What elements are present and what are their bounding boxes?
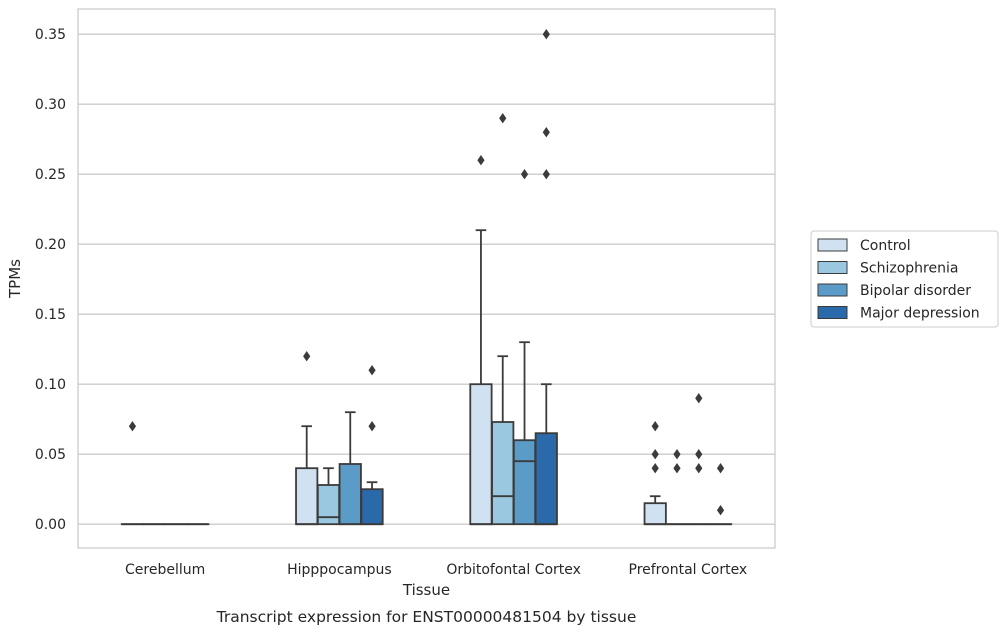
box xyxy=(338,463,362,526)
box-group xyxy=(120,421,145,526)
x-tick-label: Cerebellum xyxy=(125,562,205,578)
box-group xyxy=(512,169,537,526)
y-tick-label: 0.25 xyxy=(35,167,66,183)
y-tick-label: 0.15 xyxy=(35,307,66,323)
legend-label: Major depression xyxy=(860,306,980,322)
legend-swatch xyxy=(817,283,848,297)
box xyxy=(316,484,341,526)
outlier-point xyxy=(520,169,529,180)
plot-frame xyxy=(77,8,776,549)
x-tick-label: Hipppocampus xyxy=(287,562,392,578)
x-tick-label: Prefrontal Cortex xyxy=(629,562,748,578)
box xyxy=(360,488,384,526)
y-tick-label: 0.05 xyxy=(35,447,66,463)
legend-swatch xyxy=(817,238,848,252)
y-tick-label: 0.30 xyxy=(35,97,66,113)
box xyxy=(512,439,537,526)
box-group xyxy=(469,155,493,526)
box-group xyxy=(534,29,558,526)
outlier-point xyxy=(542,169,550,180)
outlier-point xyxy=(542,29,550,40)
box-group xyxy=(643,421,667,526)
box xyxy=(469,383,493,526)
outlier-point xyxy=(368,421,376,432)
outlier-point xyxy=(651,449,659,460)
outlier-point xyxy=(716,505,725,516)
outlier-point xyxy=(673,463,681,474)
chart-caption: Transcript expression for ENST0000048150… xyxy=(216,608,637,626)
y-tick-label: 0.35 xyxy=(35,27,66,43)
outlier-point xyxy=(695,393,703,404)
box-group xyxy=(295,351,319,526)
outlier-point xyxy=(499,113,507,124)
legend: Control Schizophrenia Bipolar disorder Majo… xyxy=(810,230,999,328)
outlier-point xyxy=(303,351,311,362)
box-group xyxy=(687,393,711,526)
outlier-point xyxy=(368,365,376,376)
y-tick-label: 0.00 xyxy=(35,517,66,533)
gridlines xyxy=(78,33,775,525)
y-tick-label: 0.10 xyxy=(35,377,66,393)
box xyxy=(643,502,667,526)
box-group xyxy=(665,449,689,526)
y-axis-label: TPMs xyxy=(6,259,24,299)
outlier-point xyxy=(716,463,725,474)
legend-label: Schizophrenia xyxy=(860,261,958,277)
legend-label: Bipolar disorder xyxy=(860,283,971,299)
outlier-point xyxy=(128,421,137,432)
legend-swatch xyxy=(817,306,848,319)
outlier-point xyxy=(651,421,659,432)
outlier-point xyxy=(477,155,485,166)
outlier-point xyxy=(695,449,703,460)
x-axis-ticks: Cerebellum Hipppocampus Orbitofontal Corte… xyxy=(125,562,747,578)
box xyxy=(491,421,515,526)
outlier-point xyxy=(542,127,550,138)
legend-swatch xyxy=(817,261,848,274)
box xyxy=(534,432,558,526)
plot-area xyxy=(120,29,733,526)
x-tick-label: Orbitofontal Cortex xyxy=(446,562,581,578)
x-axis-label: Tissue xyxy=(402,581,450,599)
box xyxy=(295,467,319,526)
legend-label: Control xyxy=(860,238,911,254)
box-group xyxy=(316,467,341,526)
legend-frame xyxy=(810,230,999,328)
box-group xyxy=(360,365,384,526)
outlier-point xyxy=(673,449,681,460)
box-group xyxy=(708,463,733,526)
y-tick-label: 0.20 xyxy=(35,237,66,253)
outlier-point xyxy=(651,463,659,474)
y-axis-ticks: 0.00 0.05 0.10 0.15 0.20 0.25 0.30 0.35 xyxy=(35,27,66,533)
box-group xyxy=(338,411,362,526)
outlier-point xyxy=(695,463,703,474)
